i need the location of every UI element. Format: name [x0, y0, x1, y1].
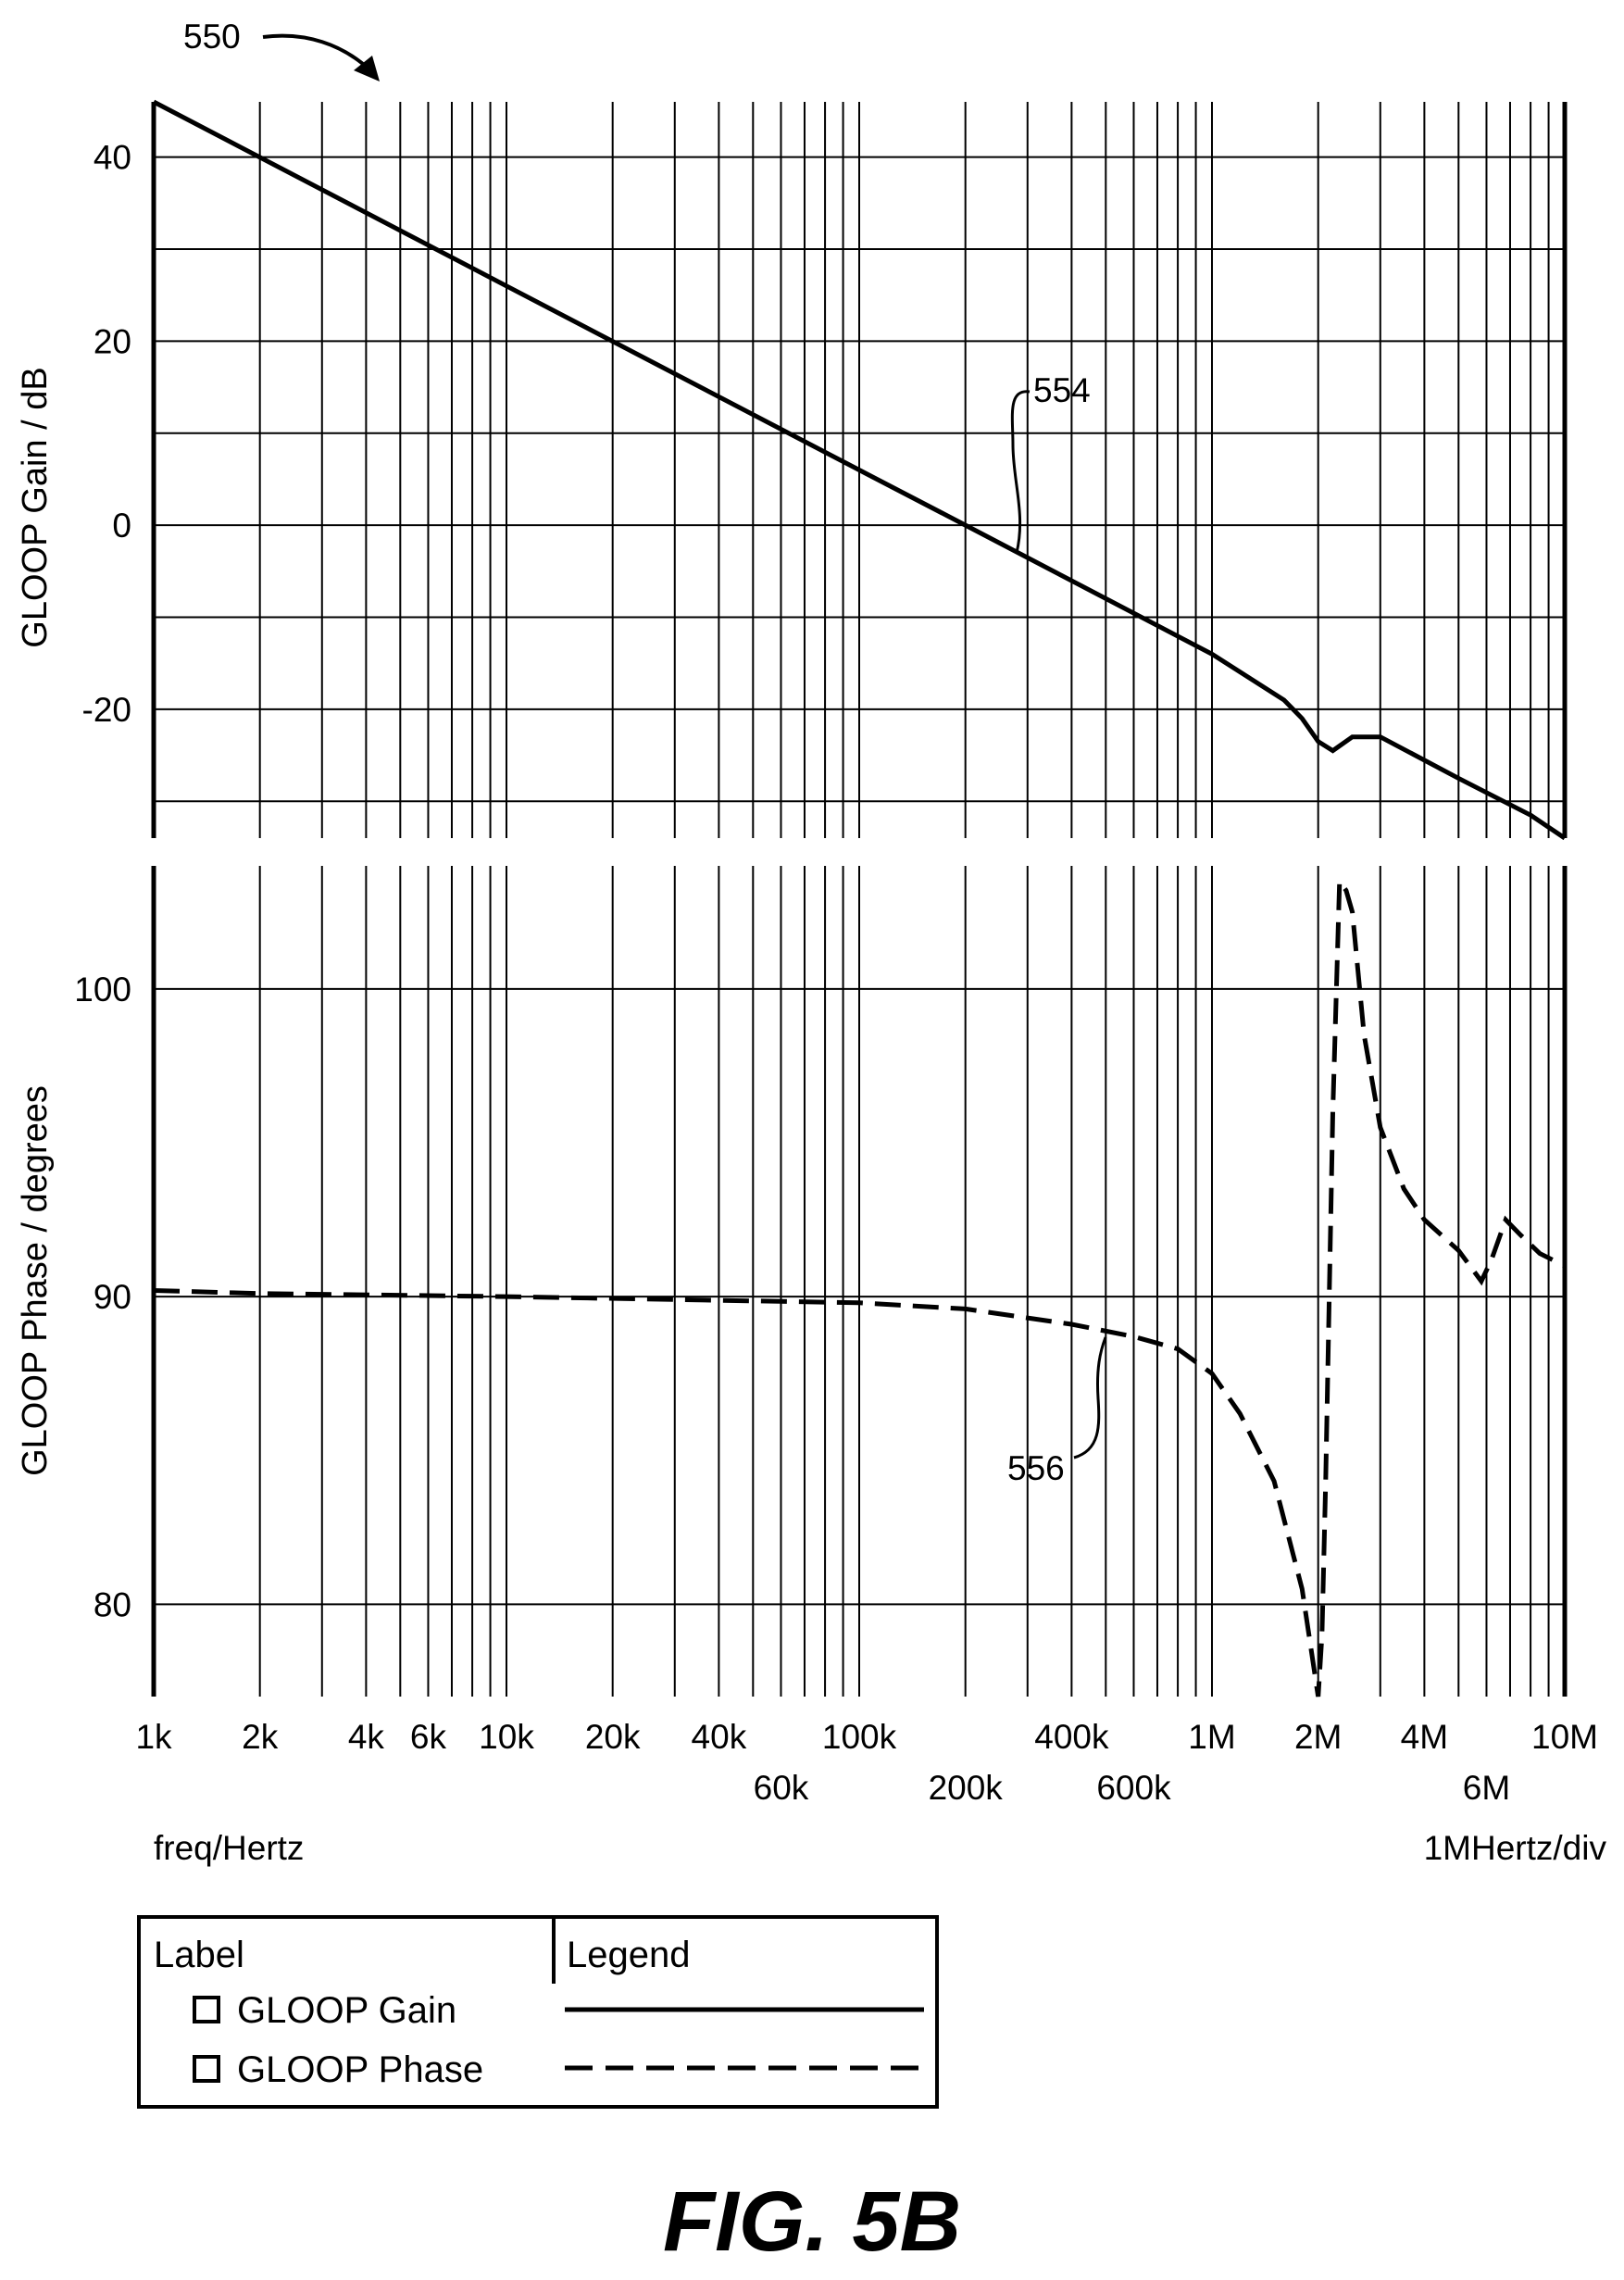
gain-y-axis-label: GLOOP Gain / dB [16, 367, 55, 647]
gain-series-line [152, 99, 1567, 841]
gain-panel: 40 20 0 -20 GLOOP Gain / dB 554 [16, 99, 1568, 841]
gain-curve-ref-label: 554 [1033, 371, 1091, 409]
x-tick-label: 20k [585, 1718, 641, 1756]
x-tick-label: 1M [1188, 1718, 1235, 1756]
legend-checkbox-gain[interactable] [193, 1996, 220, 2023]
x-tick-label: 200k [929, 1769, 1004, 1807]
phase-series-line [153, 874, 1567, 1697]
gain-y-tick-label: 40 [94, 139, 131, 177]
phase-y-axis-label: GLOOP Phase / degrees [16, 1085, 55, 1476]
gain-y-ticks: 40 20 0 -20 [82, 139, 131, 729]
x-tick-label: 2M [1294, 1718, 1342, 1756]
gain-y-tick-label: -20 [82, 691, 131, 729]
x-tick-label: 60k [754, 1769, 809, 1807]
x-tick-label: 2k [242, 1718, 279, 1756]
gain-grid [151, 102, 1568, 838]
phase-panel: 100 90 80 GLOOP Phase / degrees 556 [16, 866, 1568, 1697]
legend-box: Label Legend GLOOP Gain GLOOP Phase [137, 1915, 939, 2109]
x-tick-label: 1k [135, 1718, 172, 1756]
legend-header-label: Label [154, 1935, 244, 1975]
x-scale-note: 1MHertz/div [1424, 1829, 1607, 1867]
x-tick-label: 10M [1531, 1718, 1598, 1756]
x-tick-label: 100k [822, 1718, 897, 1756]
x-tick-label: 600k [1096, 1769, 1171, 1807]
legend-checkbox-phase[interactable] [193, 2055, 220, 2083]
figure-ref-arrow [262, 33, 372, 72]
gain-y-tick-label: 0 [112, 507, 131, 545]
legend-entry-gain-label: GLOOP Gain [237, 1990, 456, 2031]
x-tick-label: 4M [1401, 1718, 1448, 1756]
phase-y-tick-label: 80 [94, 1585, 131, 1623]
x-tick-label: 10k [479, 1718, 534, 1756]
gain-curve-ref-leader [1010, 390, 1031, 554]
x-tick-label: 400k [1034, 1718, 1109, 1756]
x-tick-label: 6M [1463, 1769, 1510, 1807]
x-tick-labels-top: 1k 2k 4k 6k 10k 20k 40k 100k 400k 1M 2M 4M 10M [135, 1718, 1598, 1756]
x-tick-label: 4k [348, 1718, 385, 1756]
phase-grid [151, 866, 1568, 1697]
legend-entry-phase-label: GLOOP Phase [237, 2049, 483, 2090]
phase-y-tick-label: 90 [94, 1278, 131, 1316]
legend-header-legend: Legend [567, 1935, 690, 1975]
legend-frame [137, 1915, 939, 2109]
figure-caption: FIG. 5B [663, 2174, 961, 2269]
phase-curve-ref-leader [1073, 1336, 1107, 1459]
x-axis-label: freq/Hertz [154, 1829, 304, 1867]
x-tick-labels-bottom: 60k 200k 600k 6M [754, 1769, 1511, 1807]
x-tick-label: 40k [692, 1718, 747, 1756]
phase-y-ticks: 100 90 80 [74, 971, 131, 1623]
phase-y-tick-label: 100 [74, 971, 131, 1008]
figure-ref-label: 550 [183, 18, 241, 56]
gain-y-tick-label: 20 [94, 322, 131, 360]
phase-curve-ref-label: 556 [1007, 1449, 1065, 1487]
figure-ref-arrowhead [354, 56, 380, 81]
x-tick-label: 6k [410, 1718, 447, 1756]
